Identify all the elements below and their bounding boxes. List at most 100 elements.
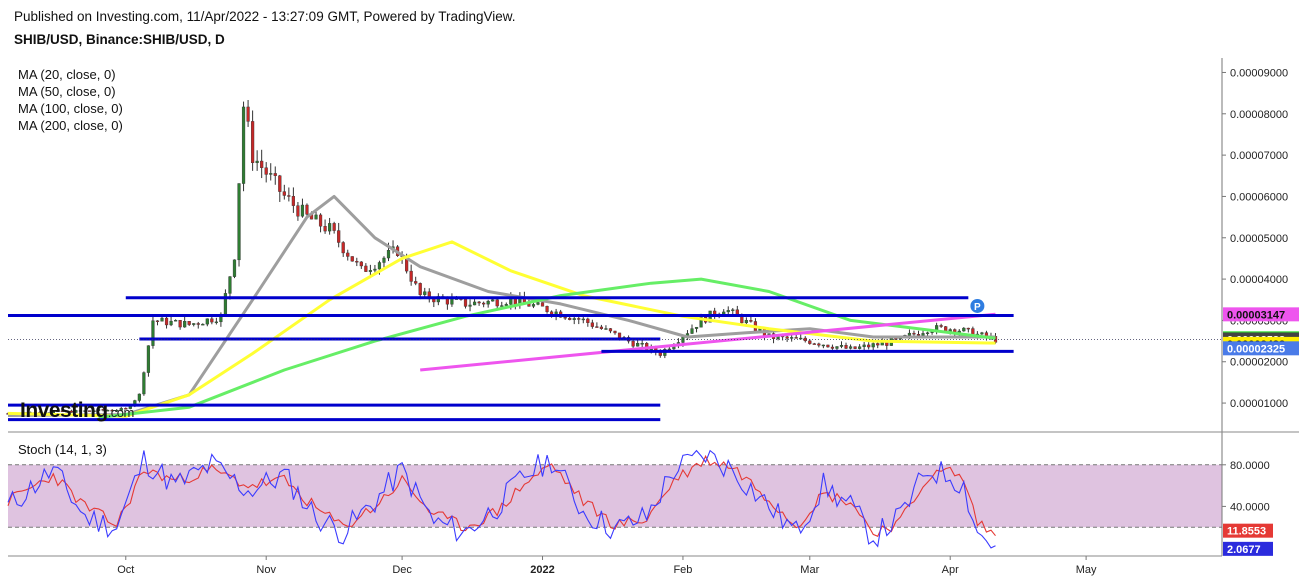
candle-up [183,321,187,328]
logo-name: Investing [20,399,108,422]
candle-up [92,410,96,412]
candle-down [359,261,363,267]
candle-up [486,300,490,305]
candle-down [631,340,635,347]
event-marker-letter: P [974,302,981,313]
candle-up [640,342,644,345]
candle-up [205,318,209,325]
candle-up [74,410,78,413]
candle-down [808,340,812,344]
price-tick-label: 0.00005000 [1230,233,1288,245]
event-marker [970,298,985,313]
candle-up [51,411,55,414]
candle-up [504,304,508,306]
candle-down [164,317,169,326]
candle-down [608,328,613,332]
candle-up [96,409,101,411]
candle-up [232,259,237,277]
candle-down [966,327,970,330]
price-tick-label: 0.00009000 [1230,67,1288,79]
candle-down [577,318,581,320]
legend-ma100[interactable]: MA (100, close, 0) [18,101,123,116]
candle-down [87,410,92,412]
candle-up [151,320,155,346]
candle-up [269,173,273,175]
candle-up [799,337,803,340]
candle-down [794,337,798,339]
candle-down [817,343,821,346]
candle-down [246,106,250,122]
candle-down [939,325,943,327]
candle-up [450,298,454,305]
candle-down [291,196,295,206]
candle-down [482,302,486,305]
candle-down [590,322,594,327]
candle-up [160,317,164,322]
legend-ma50[interactable]: MA (50, close, 0) [18,84,116,99]
stoch-value-box [1223,523,1273,538]
price-label-box [1223,307,1299,322]
candle-down [867,344,871,348]
candle-down [282,191,286,196]
candle-up [726,310,730,313]
price-label: 0.00002325 [1227,343,1285,355]
candle-down [599,326,604,329]
candle-up [962,327,966,332]
candle-up [119,408,123,411]
candle-down [495,299,499,307]
stoch-value-label: 2.0677 [1227,544,1261,556]
legend-ma200[interactable]: MA (200, close, 0) [18,118,123,133]
candle-down [323,226,327,232]
candle-down [69,410,74,413]
candle-down [264,167,268,175]
candle-up [699,317,703,328]
candle-down [196,323,200,325]
candle-up [373,268,377,271]
price-tick-label: 0.00002000 [1230,357,1288,369]
time-tick-label: Mar [800,564,819,576]
candle-up [871,343,875,348]
stoch-d-line [7,454,996,538]
candle-up [65,410,69,413]
candle-down [251,121,255,164]
candle-down [124,408,128,410]
candle-down [287,195,291,197]
time-tick-label: Feb [673,564,692,576]
candle-up [604,328,608,330]
candle-down [332,223,336,231]
time-tick-label: Oct [117,564,134,576]
candle-down [812,343,816,345]
candle-up [328,223,332,232]
axis-layer: 0.000010000.000020000.000030000.00004000… [8,58,1299,576]
stochastic-layer [7,449,1222,549]
symbol-title: SHIB/USD, Binance:SHIB/USD, D [14,32,225,47]
candle-down [110,409,114,412]
stoch-label[interactable]: Stoch (14, 1, 3) [18,442,107,457]
legend-ma20[interactable]: MA (20, close, 0) [18,67,116,82]
candle-down [260,160,264,168]
candle-down [355,261,359,263]
candle-up [572,318,576,320]
candle-down [545,306,549,313]
candle-down [463,299,468,307]
logo-suffix: .com [107,405,135,420]
candle-up [115,410,119,412]
candle-up [862,344,866,347]
candle-up [106,409,110,412]
price-tick-label: 0.00007000 [1230,150,1288,162]
candle-down [876,343,880,346]
candle-up [300,204,305,217]
candle-down [346,252,350,257]
stoch-tick-label: 80.0000 [1230,460,1270,472]
candle-down [278,175,282,192]
candle-up [472,301,477,306]
candle-up [636,343,640,347]
candle-up [228,276,232,294]
time-tick-label: Apr [942,564,959,576]
candle-down [613,330,617,334]
candle-down [568,317,572,320]
candle-up [907,332,912,336]
candle-up [169,320,173,326]
candle-down [305,204,309,215]
